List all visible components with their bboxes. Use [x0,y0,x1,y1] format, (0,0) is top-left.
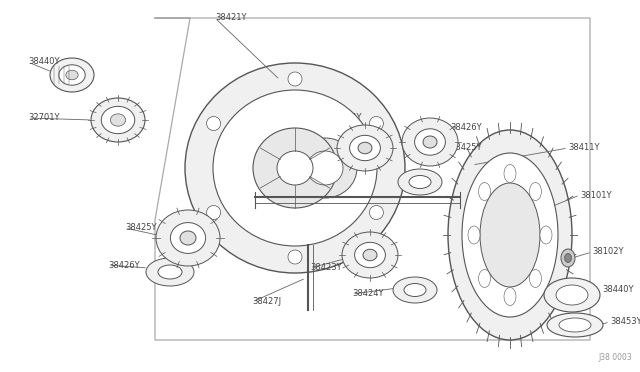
Text: 38427J: 38427J [252,298,281,307]
Text: J38 0003: J38 0003 [598,353,632,362]
Ellipse shape [349,135,380,161]
Ellipse shape [91,98,145,142]
Text: 38440Y: 38440Y [602,285,634,295]
Ellipse shape [207,116,221,131]
Ellipse shape [504,164,516,183]
Ellipse shape [448,130,572,340]
Ellipse shape [59,65,85,85]
Ellipse shape [544,278,600,312]
Text: 38427Y: 38427Y [228,187,260,196]
Ellipse shape [156,210,220,266]
Ellipse shape [101,106,135,134]
Ellipse shape [398,169,442,195]
Ellipse shape [213,90,377,246]
Text: 38102Y: 38102Y [592,247,623,257]
Ellipse shape [393,277,437,303]
Ellipse shape [480,183,540,287]
Text: 38426Y: 38426Y [450,124,482,132]
Text: 38424Y: 38424Y [330,113,362,122]
Ellipse shape [355,242,385,267]
Ellipse shape [529,269,541,288]
Ellipse shape [50,58,94,92]
Text: 38411Y: 38411Y [568,144,600,153]
Text: 38440Y: 38440Y [28,58,60,67]
Ellipse shape [529,183,541,201]
Text: 38423Y: 38423Y [318,138,349,147]
Ellipse shape [479,183,490,201]
Ellipse shape [358,142,372,154]
Ellipse shape [170,222,205,253]
Ellipse shape [468,226,480,244]
Text: 32701Y: 32701Y [28,113,60,122]
Ellipse shape [207,205,221,219]
Ellipse shape [415,129,445,155]
Ellipse shape [556,285,588,305]
Ellipse shape [146,258,194,286]
Ellipse shape [369,116,383,131]
Text: 38453Y: 38453Y [610,317,640,327]
Ellipse shape [547,313,603,337]
Ellipse shape [185,63,405,273]
Ellipse shape [561,249,575,267]
Ellipse shape [66,70,78,80]
Ellipse shape [462,153,558,317]
Ellipse shape [307,151,343,185]
Ellipse shape [253,128,337,208]
Text: 38421Y: 38421Y [215,13,246,22]
Text: 38425Y: 38425Y [125,224,157,232]
Ellipse shape [180,231,196,245]
Ellipse shape [402,118,458,166]
Text: 38101Y: 38101Y [580,190,611,199]
Ellipse shape [564,253,572,263]
Text: 38426Y: 38426Y [108,260,140,269]
Ellipse shape [540,226,552,244]
Ellipse shape [423,136,437,148]
Ellipse shape [369,205,383,219]
Ellipse shape [340,126,390,170]
Text: 38423Y: 38423Y [310,263,342,273]
Ellipse shape [409,176,431,189]
Ellipse shape [111,114,125,126]
Ellipse shape [293,138,357,198]
Text: 38425Y: 38425Y [450,144,481,153]
Ellipse shape [559,318,591,332]
Ellipse shape [363,249,377,261]
Ellipse shape [479,269,490,288]
Ellipse shape [288,250,302,264]
Ellipse shape [404,283,426,296]
Ellipse shape [277,151,313,185]
Ellipse shape [337,125,393,171]
Ellipse shape [351,136,379,160]
Ellipse shape [504,288,516,305]
Ellipse shape [288,72,302,86]
Ellipse shape [158,265,182,279]
Ellipse shape [342,232,398,278]
Text: 38424Y: 38424Y [352,289,383,298]
